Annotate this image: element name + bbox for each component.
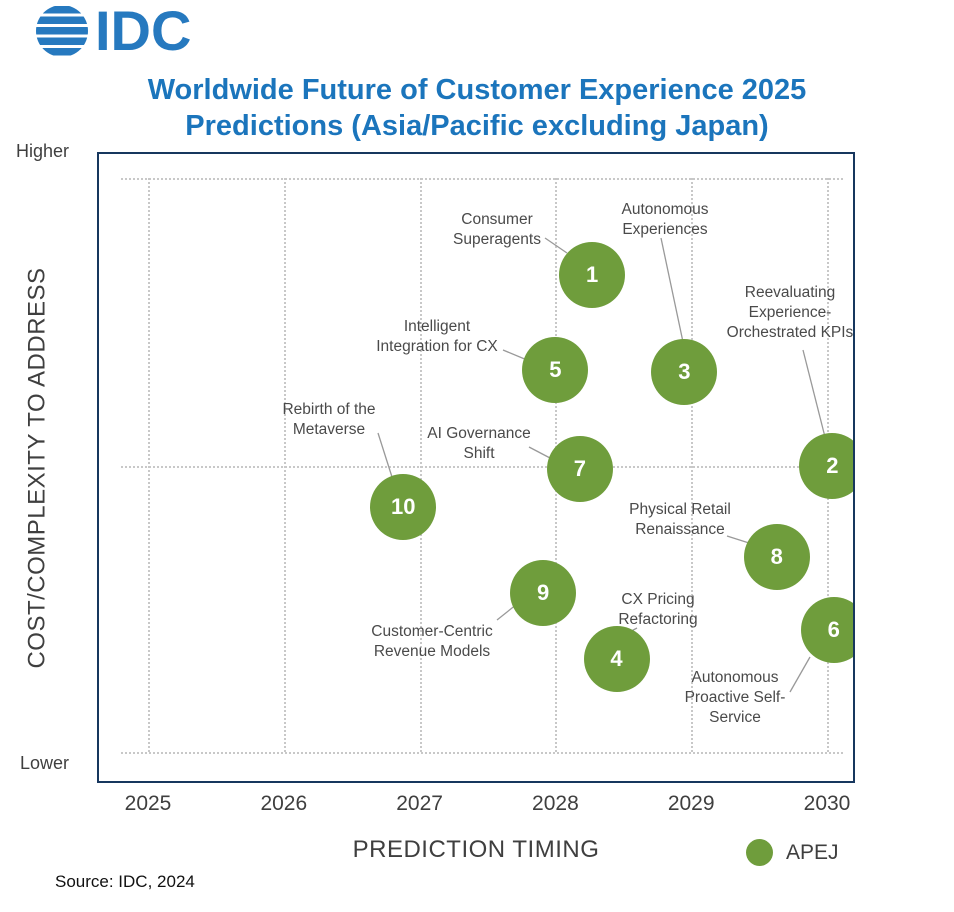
annotation-line: Consumer bbox=[461, 211, 533, 228]
idc-logo: IDC bbox=[34, 3, 191, 59]
legend-apej-label: APEJ bbox=[786, 840, 839, 864]
annotation-line: Physical Retail bbox=[629, 501, 731, 518]
annotation-label-2: Reevaluating Experience- Orchestrated KPIs bbox=[715, 283, 854, 343]
leader-line-8 bbox=[726, 535, 750, 544]
annotation-line: Refactoring bbox=[618, 611, 698, 628]
annotation-label-6: Autonomous Proactive Self- Service bbox=[669, 668, 801, 728]
bubble-number-10: 10 bbox=[391, 494, 416, 519]
x-tick-2025: 2025 bbox=[124, 792, 172, 815]
x-tick-2026: 2026 bbox=[260, 792, 308, 815]
leader-line-10 bbox=[377, 432, 393, 478]
chart-title-line2: Predictions (Asia/Pacific excluding Japa… bbox=[185, 110, 769, 142]
bubble-9: 9 bbox=[510, 559, 577, 626]
annotation-line: CX Pricing bbox=[621, 591, 695, 608]
bubble-number-5: 5 bbox=[549, 357, 562, 383]
annotation-label-9: Customer-Centric Revenue Models bbox=[350, 622, 514, 662]
source-note: Source: IDC, 2024 bbox=[55, 872, 195, 891]
annotation-line: Autonomous bbox=[621, 201, 709, 218]
plot-area: Consumer Superagents 1 Reevaluating Experien… bbox=[97, 152, 855, 783]
legend: APEJ bbox=[746, 839, 839, 866]
gridline-y-1 bbox=[121, 466, 843, 468]
y-axis-title: COST/COMPLEXITY TO ADDRESS bbox=[8, 152, 68, 783]
annotation-label-4: CX Pricing Refactoring bbox=[601, 590, 715, 630]
annotation-line: Superagents bbox=[453, 231, 541, 248]
chart-title-line1: Worldwide Future of Customer Experience … bbox=[147, 74, 807, 106]
annotation-line: Proactive Self- bbox=[684, 689, 786, 706]
bubble-5: 5 bbox=[522, 337, 589, 404]
annotation-line: Revenue Models bbox=[373, 643, 491, 660]
annotation-label-1: Consumer Superagents bbox=[435, 210, 559, 250]
legend-apej-dot bbox=[746, 839, 773, 866]
annotation-line: Autonomous bbox=[691, 669, 779, 686]
bubble-number-8: 8 bbox=[770, 543, 783, 569]
annotation-label-5: Intelligent Integration for CX bbox=[365, 317, 509, 357]
annotation-line: Shift bbox=[463, 445, 495, 462]
bubble-3: 3 bbox=[651, 338, 718, 405]
gridline-y-0 bbox=[121, 178, 843, 180]
gridline-x-2026 bbox=[283, 178, 286, 752]
x-tick-2030: 2030 bbox=[803, 792, 851, 815]
annotation-label-8: Physical Retail Renaissance bbox=[608, 500, 752, 540]
bubble-number-9: 9 bbox=[537, 579, 550, 605]
bubble-number-3: 3 bbox=[678, 358, 691, 384]
bubble-10: 10 bbox=[370, 474, 437, 540]
annotation-label-7: AI Governance Shift bbox=[412, 424, 546, 464]
bubble-4: 4 bbox=[583, 625, 650, 692]
leader-line-2 bbox=[802, 349, 826, 438]
annotation-line: Metaverse bbox=[292, 421, 366, 438]
x-axis-ticks: 2025 2026 2027 2028 2029 2030 bbox=[99, 792, 857, 818]
annotation-line: Rebirth of the bbox=[282, 401, 376, 418]
chart-title: Worldwide Future of Customer Experience … bbox=[0, 72, 954, 144]
bubble-number-4: 4 bbox=[610, 645, 623, 671]
annotation-label-10: Rebirth of the Metaverse bbox=[262, 400, 396, 440]
gridline-x-2025 bbox=[148, 178, 150, 752]
bubble-number-2: 2 bbox=[826, 453, 839, 479]
points-layer: Consumer Superagents 1 Reevaluating Experien… bbox=[99, 154, 853, 781]
annotation-line: Experiences bbox=[622, 221, 708, 238]
y-axis-title-text: COST/COMPLEXITY TO ADDRESS bbox=[24, 266, 52, 669]
annotation-line: Service bbox=[709, 709, 761, 726]
bubble-number-1: 1 bbox=[585, 262, 599, 287]
y-axis-higher-label: Higher bbox=[16, 141, 70, 161]
annotation-label-3: Autonomous Experiences bbox=[599, 200, 731, 240]
leader-line-7 bbox=[528, 446, 551, 459]
idc-globe-icon bbox=[36, 6, 88, 56]
bubble-2: 2 bbox=[799, 433, 853, 500]
annotation-line: Reevaluating bbox=[744, 284, 836, 301]
bubble-6: 6 bbox=[800, 596, 853, 663]
x-tick-2029: 2029 bbox=[667, 792, 715, 815]
leader-line-3 bbox=[660, 237, 684, 343]
bubble-8: 8 bbox=[743, 523, 810, 590]
annotation-line: AI Governance bbox=[427, 425, 531, 442]
annotation-line: Customer-Centric bbox=[371, 623, 493, 640]
x-axis-title: PREDICTION TIMING bbox=[352, 836, 600, 863]
annotation-line: Integration for CX bbox=[376, 338, 498, 355]
annotation-line: Renaissance bbox=[635, 521, 725, 538]
leader-line-1 bbox=[544, 237, 568, 254]
bubble-number-6: 6 bbox=[827, 616, 840, 642]
bubble-number-7: 7 bbox=[573, 455, 586, 481]
y-axis-lower-label: Lower bbox=[20, 753, 70, 773]
gridline-x-2027 bbox=[419, 178, 422, 752]
annotation-line: Intelligent bbox=[403, 318, 471, 335]
annotation-line: Orchestrated KPIs bbox=[726, 324, 854, 341]
x-tick-2028: 2028 bbox=[532, 792, 579, 815]
idc-logo-text: IDC bbox=[95, 0, 192, 62]
bubble-7: 7 bbox=[546, 435, 613, 502]
gridline-y-2 bbox=[121, 752, 843, 754]
x-tick-2027: 2027 bbox=[396, 792, 443, 815]
annotation-line: Experience- bbox=[748, 304, 832, 321]
bubble-1: 1 bbox=[559, 242, 626, 308]
leader-line-6 bbox=[789, 656, 811, 693]
gridline-x-2029 bbox=[691, 178, 694, 752]
